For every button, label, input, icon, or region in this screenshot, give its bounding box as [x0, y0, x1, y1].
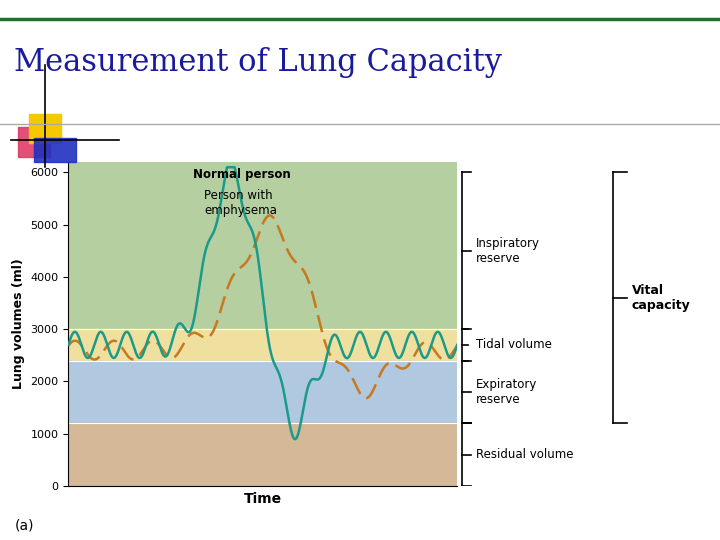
Text: Inspiratory
reserve: Inspiratory reserve	[476, 237, 540, 265]
Text: Expiratory
reserve: Expiratory reserve	[476, 378, 538, 406]
Bar	[68, 361, 457, 423]
Text: Person with
emphysema: Person with emphysema	[204, 189, 277, 217]
Text: Residual volume: Residual volume	[476, 448, 574, 461]
Y-axis label: Lung volumes (ml): Lung volumes (ml)	[12, 259, 25, 389]
Text: (a): (a)	[14, 518, 34, 532]
X-axis label: Time: Time	[244, 491, 282, 505]
Text: Vital
capacity: Vital capacity	[632, 284, 690, 312]
Text: Normal person: Normal person	[193, 168, 291, 181]
Bar	[68, 329, 457, 361]
Text: Measurement of Lung Capacity: Measurement of Lung Capacity	[14, 46, 503, 78]
Bar	[68, 423, 457, 486]
Bar	[68, 162, 457, 329]
Text: Tidal volume: Tidal volume	[476, 339, 552, 352]
